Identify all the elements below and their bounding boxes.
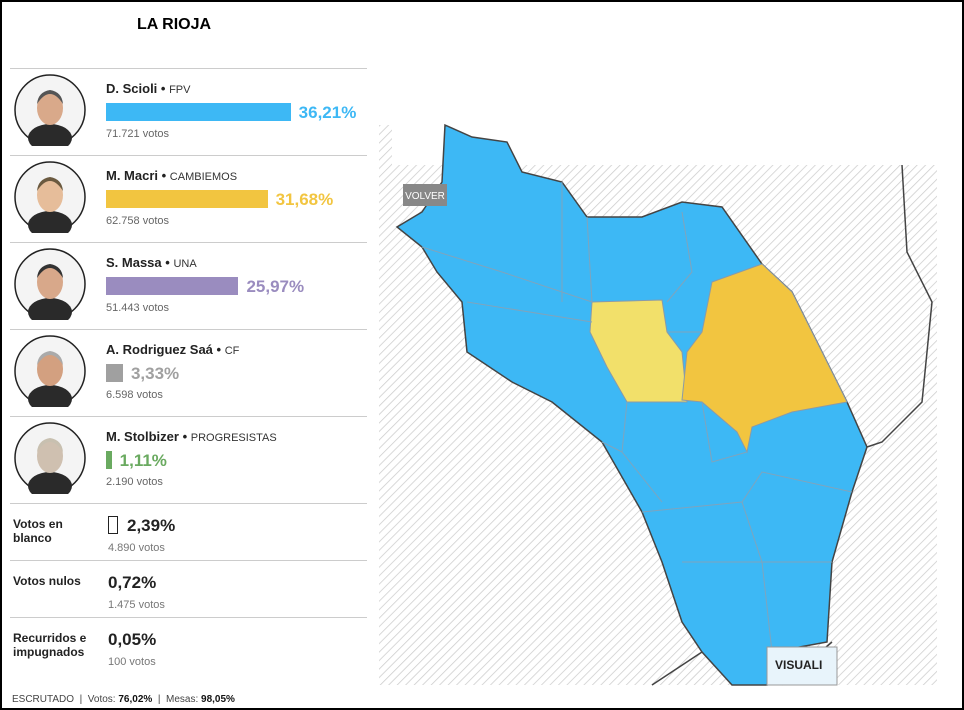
footer: ESCRUTADO | Votos: 76,02% | Mesas: 98,05… bbox=[12, 694, 235, 705]
candidate-name-text: M. Stolbizer bbox=[106, 429, 179, 444]
other-percent: 2,39% bbox=[127, 516, 176, 535]
candidate-photo bbox=[14, 335, 86, 407]
candidate-name-text: S. Massa bbox=[106, 255, 162, 270]
votes-count: 51.443 votos bbox=[106, 302, 169, 314]
map: VOLVER VISUALI bbox=[379, 123, 937, 686]
department-border bbox=[421, 182, 853, 653]
candidate-party: FPV bbox=[169, 84, 191, 96]
votes-count: 6.598 votos bbox=[106, 389, 163, 401]
other-row: Votos nulos 0,72% 1.475 votos bbox=[10, 560, 367, 618]
percent-label: 25,97% bbox=[246, 277, 305, 296]
candidate-photo bbox=[14, 161, 86, 233]
department bbox=[589, 299, 688, 403]
other-label: Votos en blanco bbox=[13, 517, 63, 545]
tables-label: Mesas: bbox=[166, 694, 199, 705]
candidate-row: S. Massa • UNA 25,97% 51.443 votos bbox=[10, 242, 367, 330]
candidate-party: UNA bbox=[173, 258, 197, 270]
candidate-name: M. Macri • CAMBIEMOS bbox=[106, 168, 238, 183]
candidate-photo bbox=[14, 248, 86, 320]
votes-count: 62.758 votos bbox=[106, 215, 169, 227]
candidate-photo bbox=[14, 422, 86, 494]
region-title: LA RIOJA bbox=[137, 16, 212, 33]
vote-bar bbox=[106, 364, 123, 382]
other-row: Votos en blanco 2,39% 4.890 votos bbox=[10, 503, 367, 561]
percent-label: 3,33% bbox=[130, 364, 180, 383]
vote-bar bbox=[106, 451, 112, 469]
votes-value: 76,02% bbox=[118, 694, 153, 705]
scrutiny-label: ESCRUTADO bbox=[12, 694, 75, 705]
other-votes: 1.475 votos bbox=[108, 599, 165, 611]
other-label: Recurridos e impugnados bbox=[13, 631, 87, 659]
votes-count: 2.190 votos bbox=[106, 476, 163, 488]
percent-label: 36,21% bbox=[298, 103, 357, 122]
candidate-party: CF bbox=[224, 345, 240, 357]
other-label: Votos nulos bbox=[13, 574, 81, 588]
border bbox=[866, 164, 933, 448]
view-button[interactable] bbox=[766, 646, 838, 686]
candidate-row: M. Macri • CAMBIEMOS 31,68% 62.758 votos bbox=[10, 155, 367, 243]
candidate-name: A. Rodriguez Saá • CF bbox=[106, 342, 240, 357]
vote-bar bbox=[106, 103, 291, 121]
map-blank bbox=[702, 125, 937, 165]
vote-bar bbox=[106, 190, 268, 208]
percent-label: 1,11% bbox=[119, 451, 167, 470]
other-votes: 100 votos bbox=[108, 656, 156, 668]
candidate-name-text: M. Macri bbox=[106, 168, 159, 183]
votes-label: Votos: bbox=[87, 694, 116, 705]
percent-label: 31,68% bbox=[275, 190, 334, 209]
other-row: Recurridos e impugnados 0,05% 100 votos bbox=[10, 617, 367, 675]
candidate-name-text: A. Rodriguez Saá bbox=[106, 342, 213, 357]
vote-bar bbox=[106, 277, 239, 295]
other-percent: 0,05% bbox=[108, 630, 157, 649]
candidate-party: CAMBIEMOS bbox=[169, 171, 238, 183]
candidate-party: PROGRESISTAS bbox=[190, 432, 277, 444]
candidate-name: D. Scioli • FPV bbox=[106, 81, 191, 96]
candidate-row: D. Scioli • FPV 36,21% 71.721 votos bbox=[10, 68, 367, 156]
view-button-label[interactable]: VISUALI bbox=[775, 658, 822, 672]
map-blank bbox=[392, 125, 702, 165]
back-button-label[interactable]: VOLVER bbox=[405, 191, 445, 202]
candidate-name-text: D. Scioli bbox=[106, 81, 158, 96]
other-percent: 0,72% bbox=[108, 573, 157, 592]
candidate-row: M. Stolbizer • PROGRESISTAS 1,11% 2.190 vo… bbox=[10, 416, 367, 504]
other-votes: 4.890 votos bbox=[108, 542, 165, 554]
blank-icon bbox=[108, 516, 118, 534]
votes-count: 71.721 votos bbox=[106, 128, 169, 140]
candidate-photo bbox=[14, 74, 86, 146]
candidate-name: M. Stolbizer • PROGRESISTAS bbox=[106, 429, 277, 444]
candidate-name: S. Massa • UNA bbox=[106, 255, 197, 270]
tables-value: 98,05% bbox=[201, 694, 235, 705]
candidate-row: A. Rodriguez Saá • CF 3,33% 6.598 votos bbox=[10, 329, 367, 417]
back-button[interactable] bbox=[403, 184, 447, 206]
